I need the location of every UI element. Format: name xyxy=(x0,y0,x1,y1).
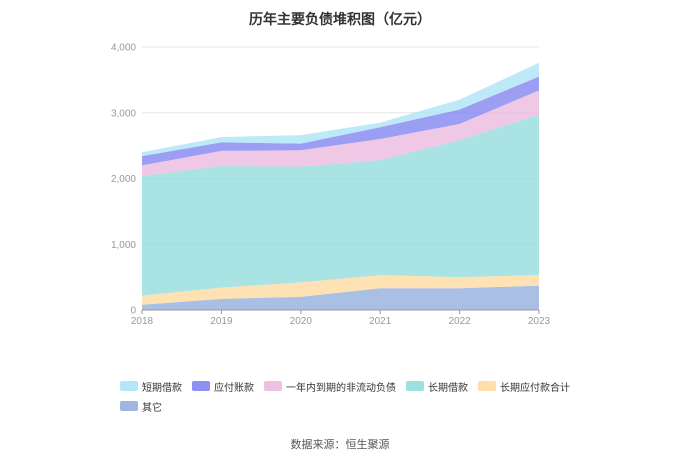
legend-item-短期借款[interactable]: 短期借款 xyxy=(120,379,182,394)
legend-item-长期借款[interactable]: 长期借款 xyxy=(406,379,468,394)
area-series-长期应付款合计[interactable] xyxy=(142,275,539,305)
y-tick-label: 2,000 xyxy=(111,174,136,185)
y-tick-label: 3,000 xyxy=(111,108,136,119)
x-tick-label: 2022 xyxy=(448,316,471,327)
legend-label: 其它 xyxy=(142,402,162,414)
legend-swatch xyxy=(478,381,496,391)
area-series-应付账款[interactable] xyxy=(142,76,539,166)
x-tick-label: 2019 xyxy=(210,316,233,327)
data-source-note: 数据来源：恒生聚源 xyxy=(290,439,390,451)
x-tick-label: 2020 xyxy=(290,316,313,327)
legend-swatch xyxy=(264,381,282,391)
x-tick-label: 2018 xyxy=(131,316,154,327)
legend-label: 应付账款 xyxy=(214,382,254,394)
stacked-areas xyxy=(142,62,539,310)
legend: 短期借款 应付账款 一年内到期的非流动负债 长期借款 长期应付款合计其它 xyxy=(120,379,580,414)
area-series-一年内到期的非流动负债[interactable] xyxy=(142,90,539,176)
axes: 0 1,000 2,000 3,000 4,000 2018 2019 2020 2021 202… xyxy=(111,43,551,328)
legend-label: 长期应付款合计 xyxy=(500,382,570,394)
x-tick-label: 2023 xyxy=(528,316,551,327)
y-tick-label: 4,000 xyxy=(111,43,136,54)
chart-title: 历年主要负债堆积图（亿元） xyxy=(249,11,431,27)
area-series-长期借款[interactable] xyxy=(142,114,539,296)
legend-swatch xyxy=(120,401,138,411)
legend-swatch xyxy=(406,381,424,391)
legend-swatch xyxy=(192,381,210,391)
legend-item-长期应付款合计[interactable]: 长期应付款合计 xyxy=(478,379,570,394)
legend-item-其它[interactable]: 其它 xyxy=(120,399,162,414)
y-tick-label: 0 xyxy=(130,306,136,317)
legend-label: 短期借款 xyxy=(142,382,182,394)
area-series-其它[interactable] xyxy=(142,285,539,310)
x-tick-label: 2021 xyxy=(369,316,392,327)
legend-item-一年内到期的非流动负债[interactable]: 一年内到期的非流动负债 xyxy=(264,379,396,394)
y-tick-label: 1,000 xyxy=(111,240,136,251)
legend-label: 长期借款 xyxy=(428,382,468,394)
legend-swatch xyxy=(120,381,138,391)
legend-label: 一年内到期的非流动负债 xyxy=(286,382,396,394)
legend-item-应付账款[interactable]: 应付账款 xyxy=(192,379,254,394)
area-series-短期借款[interactable] xyxy=(142,62,539,157)
